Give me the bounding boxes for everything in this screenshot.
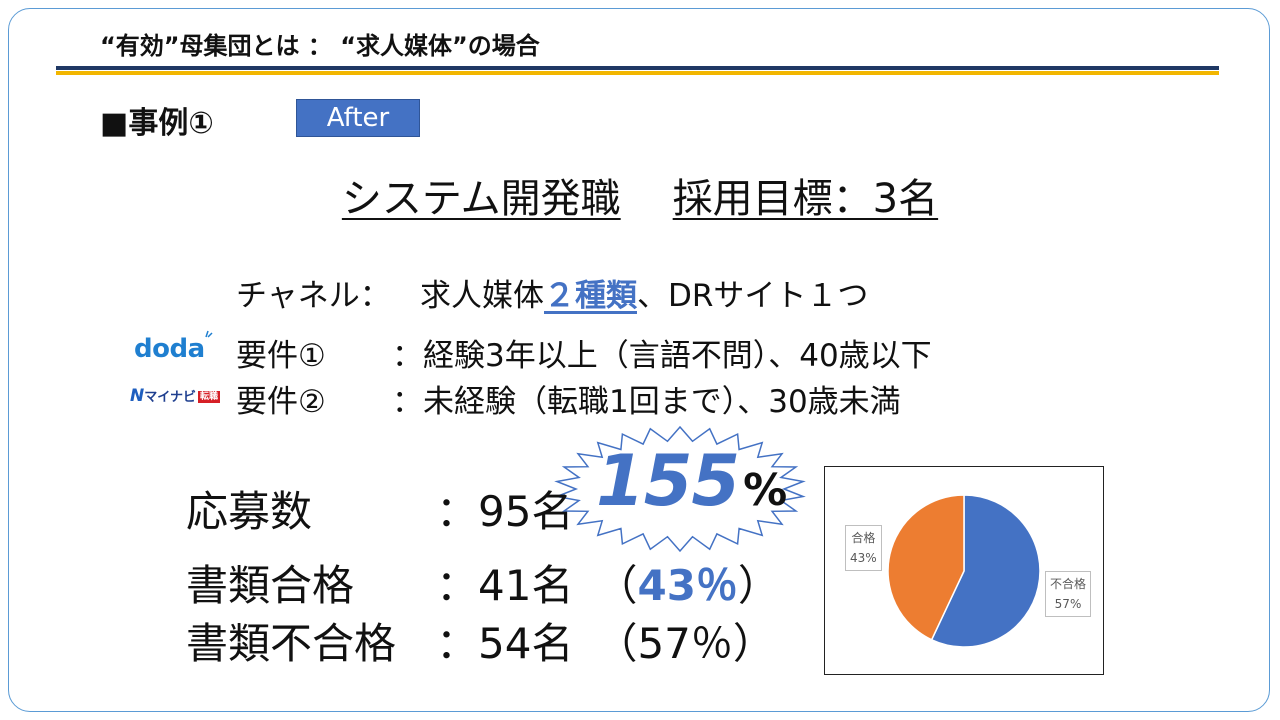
case-label: ■事例① bbox=[100, 106, 214, 141]
stat-fail-value: ：54名 （57％） bbox=[436, 610, 775, 671]
stat-applicants-label: 応募数 bbox=[186, 487, 313, 536]
burst-shape bbox=[554, 425, 806, 553]
stat-pass-label: 書類合格 bbox=[186, 561, 355, 610]
channel-text-a: 求人媒体 bbox=[420, 278, 544, 314]
stat-pass: 書類合格 ：41名 （43％） bbox=[186, 552, 780, 610]
pie-slice-0 bbox=[930, 494, 1041, 648]
channel-value: 求人媒体２種類、DRサイト１つ bbox=[420, 270, 868, 315]
burst-unit: % bbox=[743, 465, 788, 516]
burst-callout: 155% bbox=[596, 440, 787, 522]
channel-text-b: 、DRサイト１つ bbox=[637, 278, 869, 314]
stat-applicants: 応募数 ：95名 bbox=[186, 478, 573, 536]
mynavi-mark-icon: N bbox=[130, 386, 145, 406]
pie-label-fail-name: 不合格 bbox=[1050, 577, 1087, 591]
stat-pass-paren-close: ） bbox=[737, 561, 780, 610]
pie-label-fail: 不合格 57% bbox=[1045, 571, 1092, 617]
stat-fail: 書類不合格 ：54名 （57％） bbox=[186, 610, 775, 668]
channel-label: チャネル： bbox=[236, 278, 391, 314]
channel-row: チャネル： 求人媒体２種類、DRサイト１つ bbox=[236, 270, 996, 315]
mynavi-logo-text: マイナビ bbox=[144, 390, 196, 405]
stat-fail-count: ：54名 bbox=[436, 619, 574, 668]
main-title: システム開発職 採用目標：3名 bbox=[0, 166, 1280, 224]
requirement-row-1: 要件① ：経験3年以上（言語不問）、40歳以下 bbox=[236, 330, 1056, 374]
stat-pass-percent: 43％ bbox=[637, 561, 738, 610]
pie-label-pass: 合格 43% bbox=[845, 525, 882, 571]
channel-highlight: ２種類 bbox=[544, 278, 637, 314]
pie-chart: 不合格 57% 合格 43% bbox=[824, 466, 1104, 675]
header-rule-navy bbox=[56, 66, 1219, 70]
main-title-role: システム開発職 bbox=[341, 176, 621, 222]
doda-logo: doda bbox=[134, 330, 213, 364]
mynavi-logo: Nマイナビ 転職 bbox=[130, 386, 220, 406]
requirement-1-label: 要件① bbox=[236, 338, 326, 374]
pie-label-pass-name: 合格 bbox=[851, 531, 876, 545]
pie-label-fail-pct: 57% bbox=[1054, 597, 1082, 611]
stat-pass-paren-open: （ bbox=[595, 561, 638, 610]
pie-chart-svg bbox=[887, 494, 1041, 648]
after-badge: After bbox=[296, 99, 420, 137]
slide-frame bbox=[8, 8, 1270, 712]
requirement-1-value: ：経験3年以上（言語不問）、40歳以下 bbox=[392, 338, 932, 374]
pie-slice-1 bbox=[887, 494, 965, 641]
main-title-target: 採用目標：3名 bbox=[672, 176, 939, 222]
stat-applicants-value: ：95名 bbox=[436, 487, 574, 536]
requirement-row-2: 要件② ：未経験（転職1回まで）、30歳未満 bbox=[236, 376, 1056, 420]
stat-fail-percent: （57％） bbox=[595, 619, 775, 668]
burst-number: 155 bbox=[596, 440, 740, 522]
doda-spark-icon bbox=[204, 330, 213, 338]
slide-header-title: “有効”母集団とは ： “求人媒体”の場合 bbox=[100, 32, 540, 60]
requirement-2-value: ：未経験（転職1回まで）、30歳未満 bbox=[392, 384, 901, 420]
stat-pass-count: ：41名 bbox=[436, 561, 574, 610]
mynavi-logo-badge: 転職 bbox=[197, 391, 220, 403]
pie-label-pass-pct: 43% bbox=[850, 551, 877, 565]
doda-logo-text: doda bbox=[134, 334, 205, 364]
stat-pass-value: ：41名 （43％） bbox=[436, 552, 780, 613]
requirement-2-label: 要件② bbox=[236, 384, 326, 420]
header-rule-gold bbox=[56, 71, 1219, 75]
stat-fail-label: 書類不合格 bbox=[186, 619, 397, 668]
